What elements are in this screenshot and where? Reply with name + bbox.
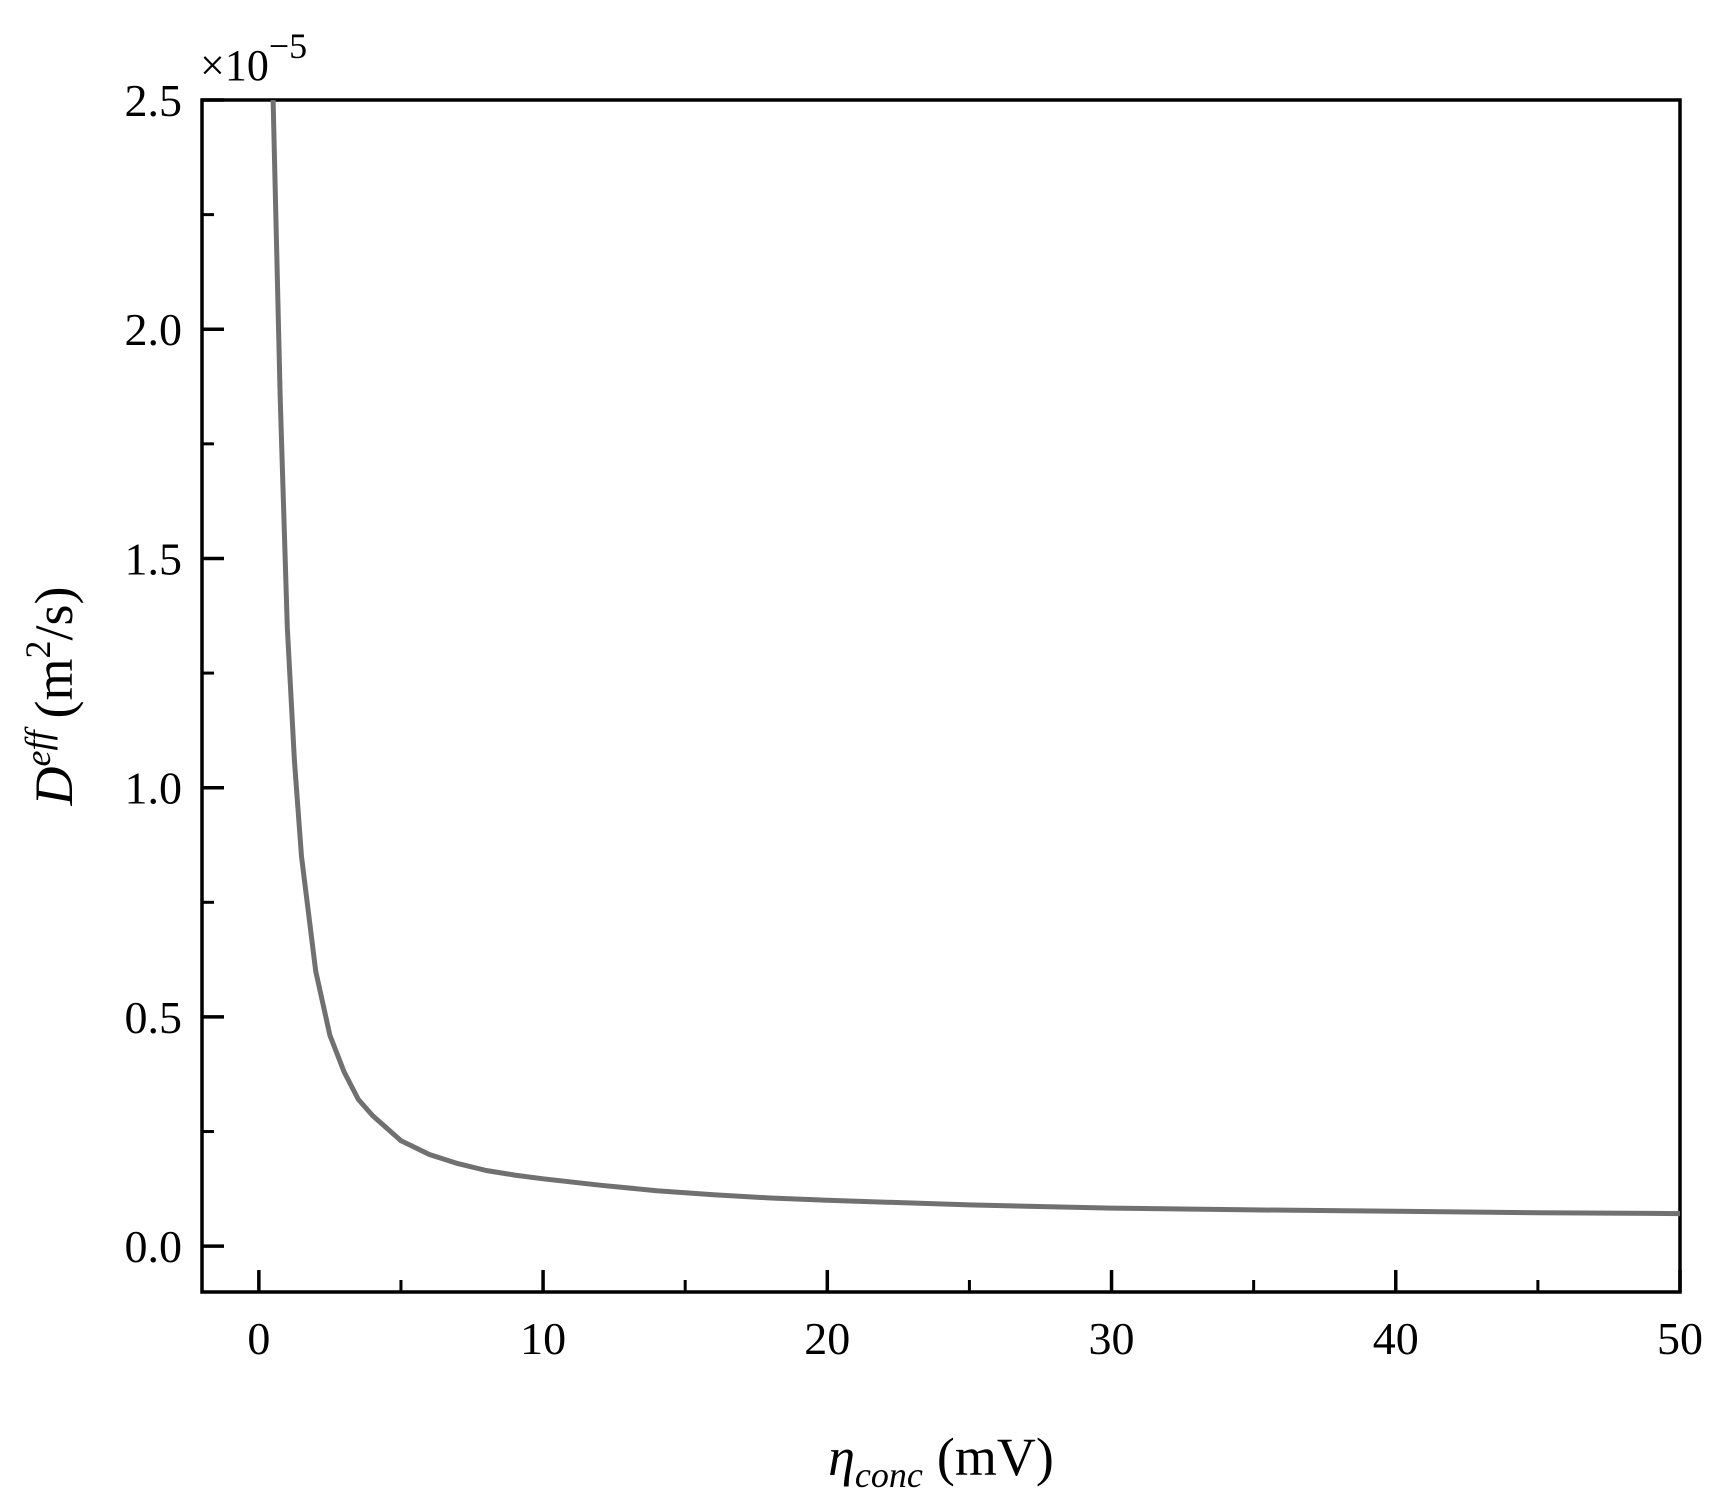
- series-group: [270, 99, 1681, 1217]
- y-tick-label: 2.0: [125, 304, 183, 355]
- y-tick-label: 2.5: [125, 75, 183, 126]
- x-tick-label: 10: [520, 1313, 566, 1364]
- x-tick-label: 40: [1373, 1313, 1419, 1364]
- x-axis-subscript: conc: [855, 1455, 923, 1495]
- x-tick-label: 50: [1657, 1313, 1703, 1364]
- y-tick-label: 1.5: [125, 533, 183, 584]
- y-axis-unit-start: (m: [24, 659, 84, 719]
- y-multiplier-base: ×10: [200, 41, 269, 90]
- x-tick-label: 0: [247, 1313, 270, 1364]
- y-tick-label: 0.0: [125, 1221, 183, 1272]
- x-axis-symbol: η: [828, 1427, 855, 1487]
- x-axis-ticks: 0 10 20 30 40 50: [247, 1270, 1703, 1364]
- x-tick-label: 20: [804, 1313, 850, 1364]
- y-axis-ticks: 0.0 0.5 1.0 1.5 2.0 2.5: [125, 75, 224, 1272]
- y-axis-superscript: eff: [18, 726, 58, 767]
- y-tick-label: 1.0: [125, 763, 183, 814]
- x-axis-unit: (mV): [937, 1427, 1054, 1487]
- y-axis-label: Deff (m2/s): [18, 587, 84, 807]
- y-tick-label: 0.5: [125, 992, 183, 1043]
- y-axis-multiplier: ×10−5: [200, 26, 307, 90]
- x-axis-label: ηconc (mV): [828, 1427, 1054, 1495]
- y-axis-symbol: D: [24, 766, 84, 806]
- y-axis-unit-sup: 2: [18, 641, 58, 659]
- y-axis-unit-end: /s): [24, 587, 84, 641]
- series-line: [270, 99, 1681, 1217]
- y-multiplier-exponent: −5: [269, 26, 307, 66]
- plot-frame: [200, 98, 1682, 1294]
- x-tick-label: 30: [1089, 1313, 1135, 1364]
